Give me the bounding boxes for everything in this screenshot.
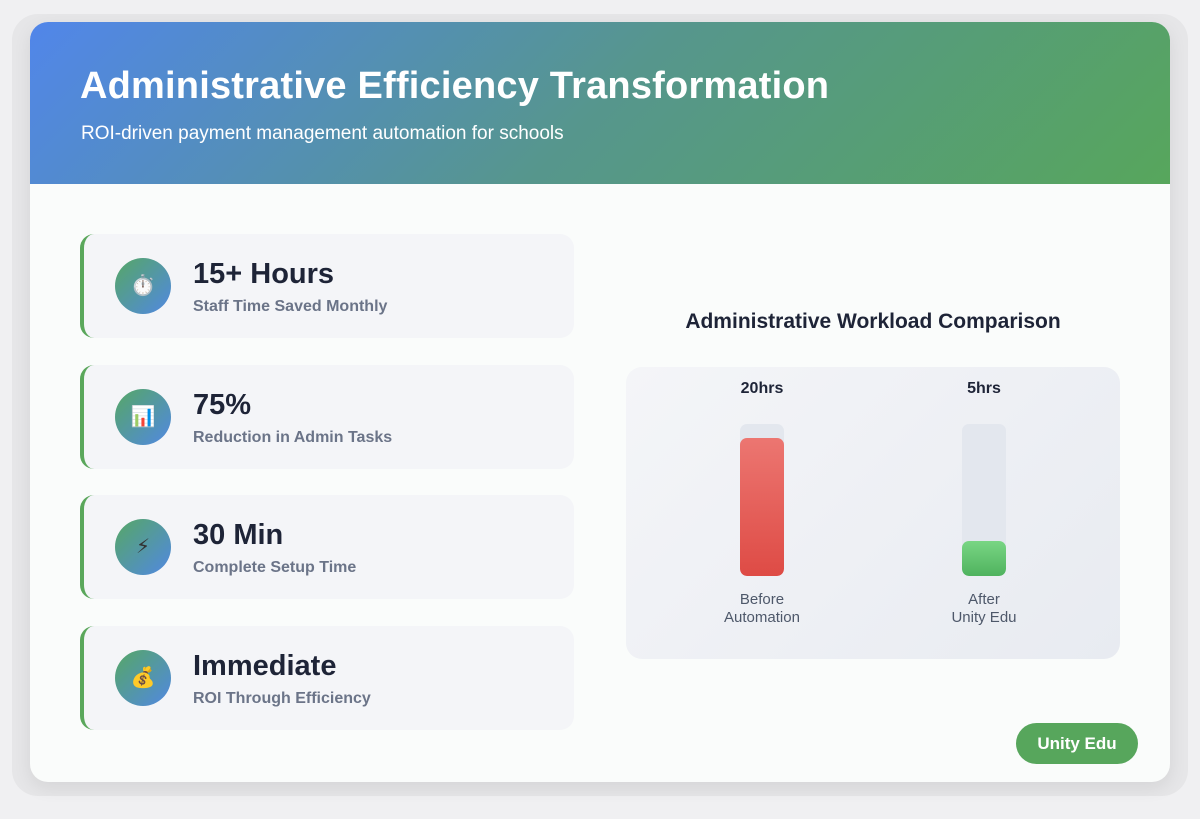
metric-value: 15+ Hours	[193, 258, 335, 290]
metric-label: Complete Setup Time	[193, 559, 357, 576]
bar-chart-icon: 📊	[115, 389, 171, 445]
bar-track	[740, 424, 784, 576]
metric-card-roi: 💰 Immediate ROI Through Efficiency	[80, 626, 574, 730]
bar-group-after-unity-edu: 5hrs After Unity Edu	[909, 367, 1059, 659]
money-bag-icon: 💰	[115, 650, 171, 706]
metric-card-time-saved: ⏱️ 15+ Hours Staff Time Saved Monthly	[80, 234, 574, 338]
header-banner: Administrative Efficiency Transformation…	[30, 22, 1170, 184]
bar-group-before-automation: 20hrs Before Automation	[687, 367, 837, 659]
page-title: Administrative Efficiency Transformation	[80, 65, 830, 107]
workload-chart: 20hrs Before Automation 5hrs After Unity Edu	[626, 367, 1120, 659]
bar-value-label: 5hrs	[967, 380, 1001, 397]
metric-value: Immediate	[193, 650, 337, 682]
metric-label: ROI Through Efficiency	[193, 690, 371, 707]
bar-after-unity-edu	[962, 541, 1006, 576]
metric-value: 30 Min	[193, 519, 284, 551]
bar-track	[962, 424, 1006, 576]
category-label: Before Automation	[724, 591, 800, 626]
metric-value: 75%	[193, 389, 252, 421]
page-subtitle: ROI-driven payment management automation…	[81, 123, 564, 144]
bar-value-label: 20hrs	[740, 380, 784, 397]
brand-badge: Unity Edu	[1016, 723, 1138, 764]
metric-card-task-reduction: 📊 75% Reduction in Admin Tasks	[80, 365, 574, 469]
slide-card: Administrative Efficiency Transformation…	[30, 22, 1170, 782]
chart-title: Administrative Workload Comparison	[685, 310, 1061, 333]
category-label: After Unity Edu	[951, 591, 1017, 626]
stopwatch-icon: ⏱️	[115, 258, 171, 314]
metric-card-setup-time: ⚡ 30 Min Complete Setup Time	[80, 495, 574, 599]
bar-before-automation	[740, 438, 784, 576]
metric-label: Staff Time Saved Monthly	[193, 298, 388, 315]
lightning-icon: ⚡	[115, 519, 171, 575]
metric-label: Reduction in Admin Tasks	[193, 429, 393, 446]
